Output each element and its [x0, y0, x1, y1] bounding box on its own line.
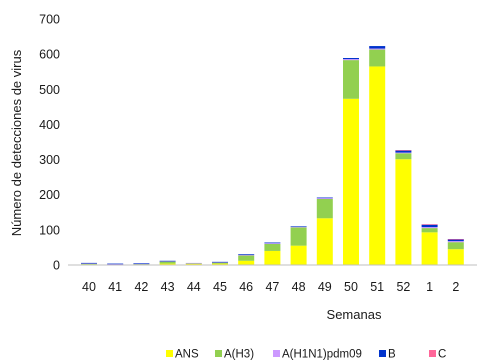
bar-segment — [369, 66, 386, 265]
bar-segment — [133, 263, 150, 265]
bar-segment — [212, 262, 228, 264]
bar-segment — [290, 226, 307, 227]
y-tick-label: 500 — [39, 83, 60, 97]
legend-label: A(H1N1)pdm09 — [282, 349, 362, 361]
x-axis-ticks: 40 41 42 43 44 45 46 47 48 49 50 51 52 1 2 — [82, 280, 459, 294]
bar-segment — [290, 245, 307, 265]
y-tick-label: 300 — [39, 153, 60, 167]
bar-segment — [316, 218, 333, 265]
bar-segment — [421, 227, 438, 229]
y-tick-label: 600 — [39, 48, 60, 62]
x-tick-label: 51 — [370, 280, 384, 294]
bar-segment — [133, 263, 150, 265]
bar-segment — [343, 58, 359, 60]
legend-label: ANS — [175, 349, 199, 361]
y-tick-label: 0 — [53, 259, 60, 273]
bar-segment — [159, 261, 176, 264]
bar-segment — [447, 238, 464, 240]
bar-segment — [447, 241, 464, 243]
x-tick-label: 43 — [161, 280, 175, 294]
bar-segment — [238, 254, 255, 255]
bar-segment — [212, 262, 228, 263]
bar-segment — [290, 226, 307, 228]
bar-segment — [185, 263, 202, 265]
legend-label: A(H3) — [224, 349, 254, 361]
bar-segment — [212, 263, 228, 265]
x-tick-label: 45 — [213, 280, 227, 294]
bar-segment — [264, 250, 281, 265]
legend-swatch — [429, 350, 436, 357]
x-tick-label: 52 — [396, 280, 410, 294]
bar-segment — [421, 232, 438, 265]
legend-swatch — [166, 350, 173, 357]
x-tick-label: 41 — [108, 280, 122, 294]
bar-segment — [185, 262, 202, 264]
bar-segment — [159, 263, 176, 265]
y-tick-label: 400 — [39, 118, 60, 132]
bar-segment — [343, 59, 359, 61]
x-tick-label: 48 — [292, 280, 306, 294]
x-axis-title: Semanas — [327, 307, 382, 322]
y-tick-label: 100 — [39, 223, 60, 237]
bar-segment — [81, 263, 97, 265]
bar-segment — [421, 224, 438, 225]
bar-segment — [107, 263, 124, 265]
bar-segment — [395, 152, 412, 154]
bar-segment — [159, 261, 176, 262]
x-tick-label: 44 — [187, 280, 201, 294]
x-tick-label: 49 — [318, 280, 332, 294]
bar-segment — [395, 150, 412, 153]
bar-segment — [290, 227, 307, 246]
bar-segment — [369, 46, 386, 49]
bar-segment — [81, 262, 97, 264]
bar-segment — [107, 263, 124, 265]
x-tick-label: 46 — [239, 280, 253, 294]
bar-segment — [395, 159, 412, 265]
bar-segment — [316, 198, 333, 219]
legend-swatch — [215, 350, 222, 357]
bar-segment — [369, 48, 386, 50]
bar-segment — [264, 243, 281, 244]
bar-segment — [343, 98, 359, 265]
bar-segment — [212, 261, 228, 263]
bar-segment — [447, 242, 464, 250]
bar-segment — [185, 263, 202, 264]
x-tick-label: 40 — [82, 280, 96, 294]
bar-segment — [316, 197, 333, 199]
x-tick-label: 47 — [265, 280, 279, 294]
legend-label: B — [388, 349, 396, 361]
legend-swatch — [273, 350, 280, 357]
bar-segment — [395, 153, 412, 160]
bar-segment — [81, 263, 97, 264]
bar-segment — [238, 260, 255, 265]
bar-segment — [133, 263, 150, 264]
bar-segment — [369, 49, 386, 67]
x-tick-label: 1 — [426, 280, 433, 294]
y-tick-label: 700 — [39, 13, 60, 27]
bars — [81, 46, 464, 266]
y-axis-title: Número de detecciones de virus — [9, 49, 24, 236]
bar-segment — [159, 260, 176, 262]
legend-swatch — [379, 350, 386, 357]
bar-segment — [343, 60, 359, 99]
legend-label: C — [438, 349, 446, 361]
bar-segment — [421, 228, 438, 233]
x-tick-label: 2 — [452, 280, 459, 294]
x-tick-label: 50 — [344, 280, 358, 294]
y-tick-label: 200 — [39, 188, 60, 202]
bar-segment — [316, 197, 333, 199]
bar-segment — [447, 239, 464, 242]
legend: ANS A(H3) A(H1N1)pdm09 B C — [166, 349, 446, 361]
bar-segment — [395, 150, 412, 151]
bar-segment — [421, 224, 438, 228]
bar-segment — [264, 242, 281, 244]
bar-segment — [238, 254, 255, 256]
y-axis-ticks: 0 100 200 300 400 500 600 700 — [39, 13, 60, 273]
x-tick-label: 42 — [134, 280, 148, 294]
bar-segment — [447, 249, 464, 265]
bar-segment — [264, 243, 281, 251]
bar-segment — [238, 255, 255, 261]
